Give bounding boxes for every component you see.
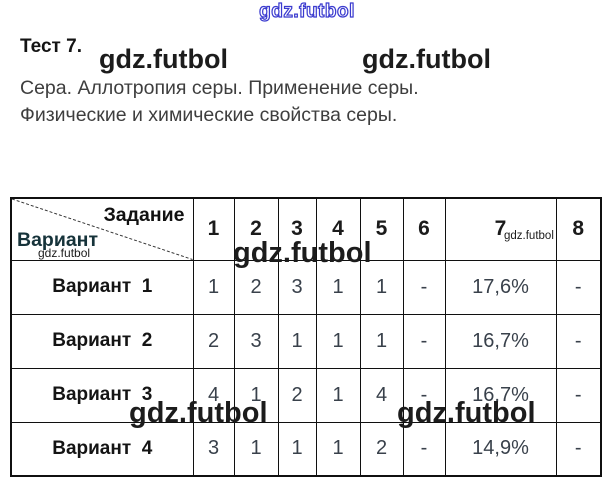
test-title: Тест 7.	[20, 36, 82, 57]
answer-cell: 3	[192, 421, 235, 477]
answer-cell: 4	[192, 367, 235, 423]
watermark-title-left: gdz.futbol	[99, 44, 228, 74]
header-row: Задание Вариант 1 2 3 4 5 6 7 8	[10, 197, 602, 261]
answer-cell: 1	[315, 313, 361, 369]
table-row: Вариант 3 4 1 2 1 4 - 16,7% -	[10, 367, 602, 423]
corner-label-variant: Вариант	[17, 228, 98, 251]
answer-cell: 1	[277, 421, 317, 477]
answer-cell: 2	[277, 367, 317, 423]
column-header-4: 4	[315, 197, 361, 261]
answer-cell: 1	[315, 421, 361, 477]
answer-cell: -	[402, 259, 446, 315]
answer-cell: 1	[315, 367, 361, 423]
answer-cell: 2	[233, 259, 279, 315]
row-label-variant-1: Вариант 1	[10, 259, 194, 315]
table-row: Вариант 1 1 2 3 1 1 - 17,6% -	[10, 259, 602, 315]
answer-cell: 1	[359, 259, 404, 315]
answer-cell: 2	[359, 421, 404, 477]
answer-cell: -	[402, 421, 446, 477]
answer-cell: 17,6%	[444, 259, 557, 315]
answer-cell: -	[555, 259, 602, 315]
answer-cell: -	[402, 367, 446, 423]
answer-cell: -	[555, 313, 602, 369]
answer-cell: 1	[359, 313, 404, 369]
watermark-top: gdz.futbol	[259, 0, 355, 22]
column-header-8: 8	[555, 197, 602, 261]
answer-cell: 3	[277, 259, 317, 315]
subtitle-line-2: Физические и химические свойства серы.	[20, 104, 398, 126]
column-header-7: 7	[444, 197, 557, 261]
corner-cell: Задание Вариант	[10, 197, 194, 261]
answer-cell: 3	[233, 313, 279, 369]
answer-cell: 4	[359, 367, 404, 423]
subtitle-line-1: Сера. Аллотропия серы. Применение серы.	[20, 77, 419, 99]
column-header-3: 3	[277, 197, 317, 261]
answer-cell: 1	[277, 313, 317, 369]
answer-cell: -	[555, 367, 602, 423]
row-label-variant-2: Вариант 2	[10, 313, 194, 369]
answer-cell: -	[402, 313, 446, 369]
column-header-5: 5	[359, 197, 404, 261]
table-row: Вариант 2 2 3 1 1 1 - 16,7% -	[10, 313, 602, 369]
row-label-variant-3: Вариант 3	[10, 367, 194, 423]
answer-cell: 16,7%	[444, 313, 557, 369]
corner-label-task: Задание	[103, 204, 185, 226]
table-row: Вариант 4 3 1 1 1 2 - 14,9% -	[10, 421, 602, 477]
row-label-variant-4: Вариант 4	[10, 421, 194, 477]
answer-cell: 14,9%	[444, 421, 557, 477]
column-header-1: 1	[192, 197, 235, 261]
diagonal-divider-icon	[12, 199, 193, 260]
answer-cell: 2	[192, 313, 235, 369]
answer-cell: 1	[315, 259, 361, 315]
column-header-2: 2	[233, 197, 279, 261]
answer-cell: -	[555, 421, 602, 477]
watermark-title-right: gdz.futbol	[362, 44, 491, 74]
column-header-6: 6	[402, 197, 446, 261]
answers-table: Задание Вариант 1 2 3 4 5 6 7 8 Вариант …	[10, 197, 602, 477]
answer-cell: 16,7%	[444, 367, 557, 423]
answer-cell: 1	[233, 367, 279, 423]
answer-cell: 1	[192, 259, 235, 315]
answer-cell: 1	[233, 421, 279, 477]
